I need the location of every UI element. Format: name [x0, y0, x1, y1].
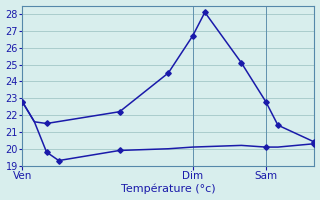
X-axis label: Température (°c): Température (°c)	[121, 184, 216, 194]
